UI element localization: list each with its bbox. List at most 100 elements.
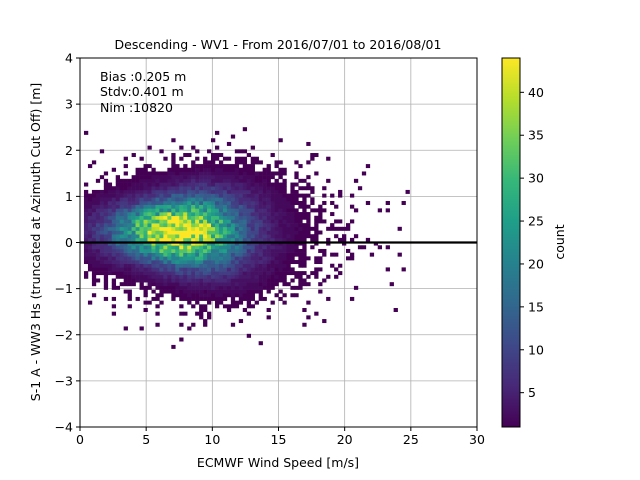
heatmap-cell [250, 304, 255, 309]
heatmap-cell [135, 237, 140, 242]
heatmap-cell [91, 189, 97, 194]
heatmap-cell [199, 260, 204, 265]
heatmap-cell [238, 215, 244, 220]
heatmap-cell [266, 226, 271, 231]
heatmap-cell [222, 156, 228, 161]
heatmap-cell [270, 197, 275, 202]
heatmap-cell [278, 189, 283, 194]
heatmap-cell [99, 219, 105, 224]
heatmap-cell [203, 304, 208, 309]
heatmap-cell [111, 278, 117, 283]
heatmap-cell [127, 289, 132, 294]
heatmap-cell [183, 226, 188, 231]
heatmap-cell [226, 304, 232, 309]
heatmap-cell [222, 304, 228, 309]
heatmap-cell [238, 167, 244, 172]
heatmap-cell [282, 278, 287, 283]
heatmap-cell [242, 215, 248, 220]
heatmap-cell [155, 212, 160, 217]
heatmap-cell [115, 212, 120, 217]
heatmap-cell [278, 219, 283, 224]
heatmap-cell [155, 260, 160, 265]
heatmap-cell [151, 252, 156, 257]
heatmap-cell [147, 248, 152, 253]
heatmap-cell [246, 296, 252, 301]
heatmap-cell [187, 252, 192, 257]
heatmap-cell [207, 178, 212, 183]
heatmap-cell [91, 193, 97, 198]
heatmap-cell [211, 200, 216, 205]
heatmap-cell [226, 156, 232, 161]
heatmap-cell [111, 304, 117, 309]
heatmap-cell [234, 175, 240, 180]
heatmap-cell [282, 219, 287, 224]
heatmap-cell [246, 333, 252, 338]
heatmap-cell [207, 237, 212, 242]
heatmap-cell [191, 197, 196, 202]
heatmap-cell [298, 234, 303, 239]
heatmap-cell [123, 178, 128, 183]
heatmap-cell [115, 182, 120, 187]
heatmap-cell [187, 171, 192, 176]
heatmap-cell [107, 223, 113, 228]
chart-title: Descending - WV1 - From 2016/07/01 to 20… [115, 37, 442, 52]
heatmap-cell [230, 260, 236, 265]
heatmap-cell [91, 293, 97, 298]
heatmap-cell [83, 274, 89, 279]
heatmap-cell [203, 226, 208, 231]
heatmap-cell [119, 282, 124, 287]
heatmap-cell [254, 252, 259, 257]
heatmap-cell [282, 263, 287, 268]
heatmap-cell [127, 234, 132, 239]
heatmap-cell [139, 271, 144, 276]
heatmap-cell [290, 260, 295, 265]
heatmap-cell [274, 245, 279, 250]
heatmap-cell [171, 208, 176, 213]
heatmap-cell [195, 237, 200, 242]
heatmap-cell [242, 274, 248, 279]
heatmap-cell [274, 178, 279, 183]
heatmap-cell [127, 230, 132, 235]
heatmap-cell [226, 141, 232, 146]
heatmap-cell [123, 189, 128, 194]
heatmap-cell [195, 223, 200, 228]
heatmap-cell [203, 182, 208, 187]
heatmap-cell [214, 289, 220, 294]
heatmap-cell [306, 300, 311, 305]
heatmap-cell [191, 322, 196, 327]
colorbar-tick-label: 40 [528, 85, 544, 100]
heatmap-cell [250, 289, 255, 294]
heatmap-cell [155, 271, 160, 276]
heatmap-cell [187, 189, 192, 194]
heatmap-cell [131, 189, 136, 194]
heatmap-cell [250, 171, 255, 176]
heatmap-cell [266, 186, 271, 191]
heatmap-cell [306, 256, 311, 261]
heatmap-cell [111, 282, 117, 287]
heatmap-cell [242, 263, 248, 268]
heatmap-cell [222, 223, 228, 228]
heatmap-cell [147, 200, 152, 205]
heatmap-cell [203, 215, 208, 220]
heatmap-cell [111, 267, 117, 272]
heatmap-cell [230, 304, 236, 309]
heatmap-cell [318, 204, 323, 209]
heatmap-cell [262, 212, 267, 217]
heatmap-cell [131, 197, 136, 202]
heatmap-cell [199, 167, 204, 172]
heatmap-cell [179, 293, 184, 298]
heatmap-cell [171, 204, 176, 209]
heatmap-cell [349, 204, 355, 209]
heatmap-cell [103, 189, 109, 194]
heatmap-cell [167, 167, 172, 172]
heatmap-cell [234, 219, 240, 224]
heatmap-cell [302, 322, 307, 327]
heatmap-cell [250, 285, 255, 290]
heatmap-cell [187, 212, 192, 217]
heatmap-cell [290, 212, 295, 217]
heatmap-cell [226, 208, 232, 213]
heatmap-cell [95, 267, 101, 272]
heatmap-cell [266, 164, 271, 169]
heatmap-cell [246, 164, 252, 169]
